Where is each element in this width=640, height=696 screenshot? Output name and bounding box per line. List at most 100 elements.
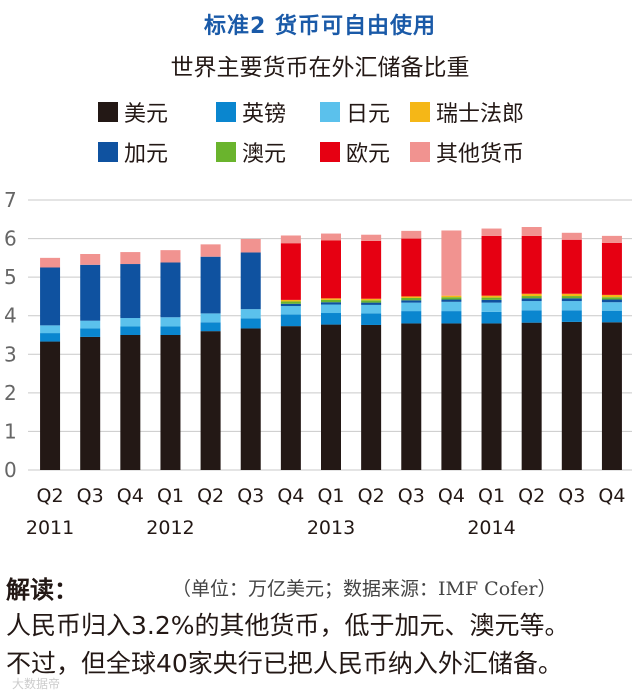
legend-swatch-aud xyxy=(216,142,236,162)
page-title: 标准2 货币可自由使用 xyxy=(204,14,436,39)
bar-segment-14-2 xyxy=(601,302,622,311)
bar-segment-12-5 xyxy=(521,293,542,297)
watermark: 大数据帝 xyxy=(12,677,61,691)
bar-segment-11-7 xyxy=(481,228,502,236)
bar-segment-7-2 xyxy=(321,304,341,314)
bar-segment-13-2 xyxy=(561,301,582,311)
legend-label-usd: 美元 xyxy=(124,102,169,127)
bar-segment-14-6 xyxy=(601,242,622,295)
x-tick-label-14: Q4 xyxy=(598,485,625,507)
bar-segment-14-5 xyxy=(601,294,622,298)
legend-swatch-jpy xyxy=(320,102,340,122)
bar-segment-2-1 xyxy=(120,326,141,335)
bar-segment-7-6 xyxy=(321,240,341,299)
bar-segment-5-3 xyxy=(240,252,261,310)
bar-segment-10-1 xyxy=(441,311,462,324)
year-label-2014: 2014 xyxy=(467,517,515,539)
bar-segment-6-4 xyxy=(280,301,301,304)
bar-segment-9-5 xyxy=(401,296,422,298)
bar-segment-8-0 xyxy=(361,324,382,470)
bar-segment-3-1 xyxy=(160,326,181,335)
bar-segment-0-7 xyxy=(40,257,61,268)
bar-segment-3-2 xyxy=(160,317,181,327)
bar-segment-8-2 xyxy=(361,304,382,314)
legend-item-chf: 瑞士法郎 xyxy=(410,96,524,128)
legend-item-other: 其他货币 xyxy=(410,136,524,168)
bar-segment-1-0 xyxy=(80,336,101,470)
legend-swatch-chf xyxy=(410,102,430,122)
legend-label-eur: 欧元 xyxy=(346,142,391,167)
bar-segment-9-6 xyxy=(401,238,422,297)
bar-segment-7-4 xyxy=(321,299,341,303)
bar-segment-8-4 xyxy=(361,300,382,303)
bar-segment-5-0 xyxy=(240,328,261,470)
bar-segment-12-6 xyxy=(521,235,542,294)
bar-segment-9-4 xyxy=(401,297,422,301)
bar-segment-8-7 xyxy=(361,234,382,241)
bar-segment-10-4 xyxy=(441,297,462,300)
explanation-line-1: 人民币归入3.2%的其他货币，低于加元、澳元等。 xyxy=(6,611,570,640)
x-tick-label-0: Q2 xyxy=(37,485,64,507)
bar-segment-1-3 xyxy=(80,264,101,321)
chart-subtitle: 世界主要货币在外汇储备比重 xyxy=(170,55,470,81)
bar-segment-11-5 xyxy=(481,295,502,298)
bar-segment-12-3 xyxy=(521,298,542,302)
bar-segment-5-2 xyxy=(240,309,261,319)
bar-segment-12-2 xyxy=(521,301,542,311)
bar-segment-10-3 xyxy=(441,299,462,302)
explanation-heading: 解读： xyxy=(6,576,78,604)
bar-segment-9-2 xyxy=(401,302,422,312)
x-tick-label-5: Q3 xyxy=(237,485,264,507)
bar-segment-9-1 xyxy=(401,311,422,324)
bar-segment-9-0 xyxy=(401,323,422,470)
bar-segment-11-4 xyxy=(481,297,502,300)
legend-item-jpy: 日元 xyxy=(320,96,390,128)
bar-segment-11-6 xyxy=(481,235,502,296)
bar-segment-8-5 xyxy=(361,298,382,301)
y-tick-label-0: 0 xyxy=(4,458,17,482)
bar-segment-14-1 xyxy=(601,310,622,323)
y-tick-label-3: 3 xyxy=(4,342,17,366)
bar-segment-14-7 xyxy=(601,235,622,243)
x-tick-label-10: Q4 xyxy=(438,485,465,507)
legend-label-other: 其他货币 xyxy=(436,142,525,167)
bar-segment-14-4 xyxy=(601,297,622,300)
x-tick-label-2: Q4 xyxy=(117,485,144,507)
bar-segment-3-0 xyxy=(160,335,181,470)
y-tick-label-7: 7 xyxy=(4,188,17,212)
bar-segment-6-5 xyxy=(280,299,301,302)
year-label-2012: 2012 xyxy=(146,517,194,539)
year-label-2011: 2011 xyxy=(26,517,74,539)
bar-segment-10-2 xyxy=(441,301,462,312)
x-tick-label-11: Q1 xyxy=(478,485,505,507)
legend-item-usd: 美元 xyxy=(98,96,168,128)
bar-segment-11-3 xyxy=(481,299,502,303)
y-tick-label-1: 1 xyxy=(4,419,17,443)
bar-segment-2-7 xyxy=(120,252,141,265)
bar-segment-8-6 xyxy=(361,240,382,299)
bar-segment-14-3 xyxy=(601,299,622,303)
y-tick-label-2: 2 xyxy=(4,381,17,405)
bar-segment-9-3 xyxy=(401,300,422,303)
bar-segment-4-7 xyxy=(200,244,221,257)
bar-segment-2-2 xyxy=(120,318,141,327)
x-tick-label-7: Q1 xyxy=(317,485,344,507)
bar-segment-1-7 xyxy=(80,254,101,265)
x-tick-label-6: Q4 xyxy=(277,485,304,507)
bar-segment-8-1 xyxy=(361,313,382,325)
bar-segment-13-5 xyxy=(561,293,582,297)
bar-segment-7-5 xyxy=(321,298,341,300)
bar-segment-6-1 xyxy=(280,314,301,327)
legend-item-gbp: 英镑 xyxy=(216,96,286,128)
bar-segment-11-1 xyxy=(481,311,502,324)
bar-segment-13-7 xyxy=(561,232,582,240)
bar-segment-11-0 xyxy=(481,323,502,470)
legend-label-cad: 加元 xyxy=(124,142,169,167)
bar-segment-6-7 xyxy=(280,235,301,244)
legend-swatch-other xyxy=(410,142,430,162)
bar-segment-2-3 xyxy=(120,264,141,319)
bar-segment-9-7 xyxy=(401,230,422,239)
bar-segment-0-0 xyxy=(40,341,61,470)
data-source-note: （单位：万亿美元；数据来源：IMF Cofer） xyxy=(172,578,557,600)
